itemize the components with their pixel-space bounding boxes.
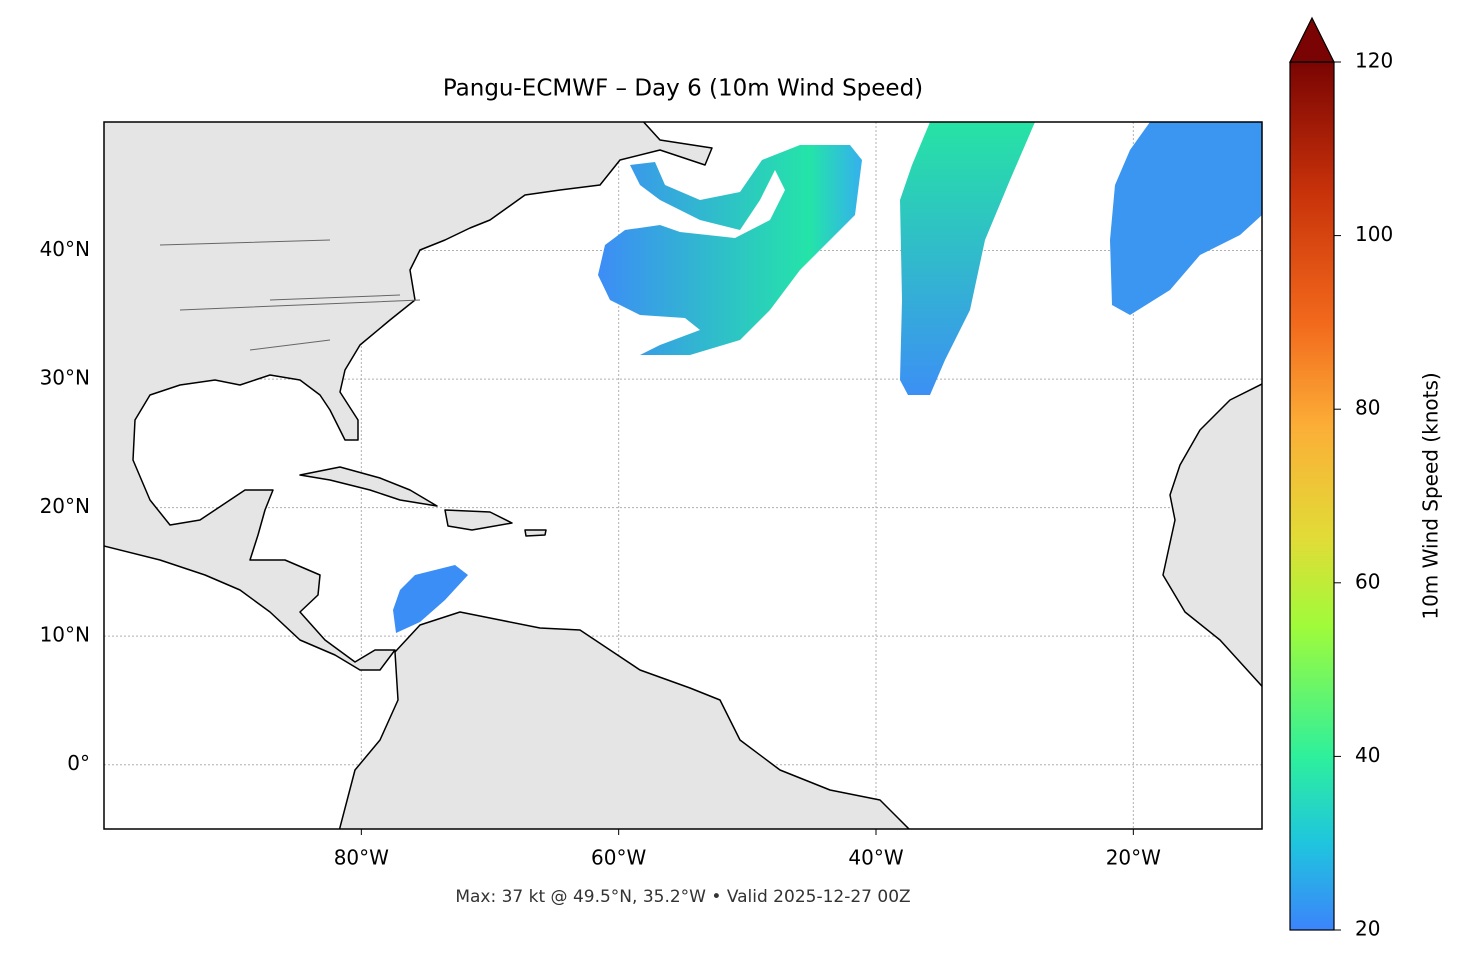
- y-tick-label: 20°N: [40, 494, 90, 518]
- border: [159, 239, 421, 351]
- colorbar-label: 10m Wind Speed (knots): [1419, 372, 1443, 619]
- colorbar-extend: [1289, 16, 1335, 63]
- land: [1162, 383, 1262, 688]
- land: [524, 529, 547, 537]
- land: [444, 509, 513, 531]
- wind-field: [900, 122, 1035, 395]
- colorbar-tick-label: 100: [1355, 222, 1393, 246]
- footer: Max: 37 kt @ 49.5°N, 35.2°W • Valid 2025…: [455, 887, 910, 907]
- map-area: [104, 122, 1262, 829]
- colorbar-tick-label: 80: [1355, 396, 1380, 420]
- land: [104, 122, 713, 671]
- land: [338, 611, 911, 829]
- y-tick-label: 0°: [67, 751, 90, 775]
- colorbar-tick-label: 40: [1355, 743, 1380, 767]
- x-tick-label: 80°W: [334, 846, 389, 870]
- colorbar-tick-label: 120: [1355, 49, 1393, 73]
- x-tick-label: 40°W: [848, 846, 903, 870]
- colorbar-tick-label: 20: [1355, 917, 1380, 941]
- chart-title: Pangu-ECMWF – Day 6 (10m Wind Speed): [443, 76, 923, 102]
- x-tick-label: 20°W: [1106, 846, 1161, 870]
- x-tick-label: 60°W: [591, 846, 646, 870]
- wind-field: [393, 565, 468, 633]
- wind-field: [1110, 122, 1262, 315]
- colorbar-frame: [1289, 61, 1335, 931]
- colorbar-tick-label: 60: [1355, 569, 1380, 593]
- wind-field: [598, 145, 862, 355]
- y-tick-label: 40°N: [40, 237, 90, 261]
- land: [299, 466, 438, 507]
- colorbar: [1290, 62, 1334, 930]
- y-tick-label: 30°N: [40, 366, 90, 390]
- y-tick-label: 10°N: [40, 623, 90, 647]
- axes-frame: [103, 121, 1263, 830]
